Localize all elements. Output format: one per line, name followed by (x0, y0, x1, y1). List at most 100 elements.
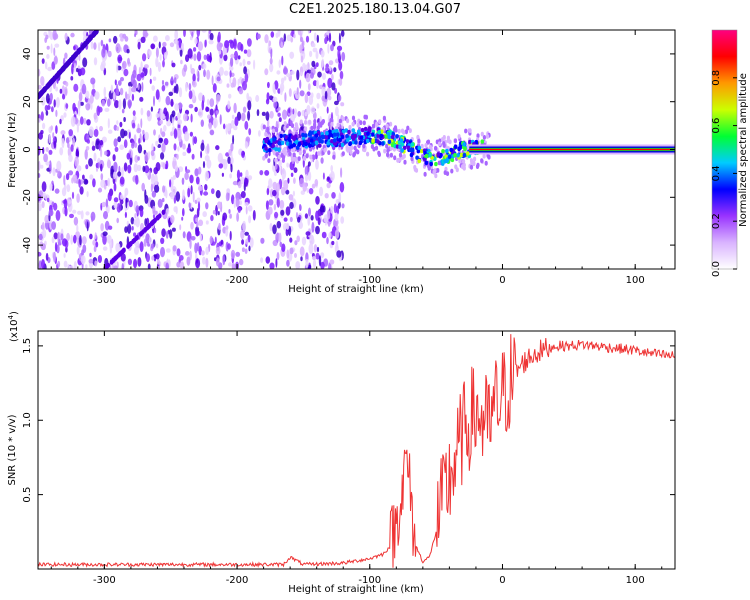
spectrogram-noise-blob (247, 234, 251, 243)
spectrogram-noise-blob (181, 216, 184, 221)
spectrogram-noise-blob (42, 122, 46, 130)
spectrogram-streak (104, 264, 108, 269)
spectrogram-noise-blob (289, 201, 294, 210)
spectrogram-noise-blob (184, 131, 190, 142)
spectrogram-noise-blob (326, 237, 329, 245)
spectrogram-ridge-halo (450, 168, 454, 174)
spectrogram-noise-blob (196, 30, 201, 37)
spectrogram-noise-blob (169, 229, 173, 239)
spectrogram-noise-blob (136, 73, 142, 82)
spectrogram-noise-blob (307, 171, 312, 182)
spectrogram-ridge-core (424, 153, 429, 159)
spectrogram-noise-blob (51, 61, 56, 70)
spectrogram-ridge-halo (283, 125, 287, 131)
spectrogram-noise-blob (68, 170, 74, 176)
spectrogram-noise-blob (212, 83, 217, 93)
spectrogram-noise-blob (290, 172, 294, 177)
spectrogram-noise-blob (308, 243, 314, 255)
spectrogram-ridge-core (340, 134, 345, 140)
spectrogram-noise-blob (155, 113, 160, 118)
spectrogram-noise-blob (306, 188, 309, 193)
spectrogram-noise-blob (76, 224, 79, 233)
spectrogram-noise-blob (148, 50, 152, 56)
snr-x-tick-label: 100 (626, 575, 645, 586)
spectrogram-ridge-halo (389, 121, 393, 127)
spectrogram-noise-blob (312, 255, 317, 261)
spectrogram-noise-blob (135, 205, 140, 214)
spectrogram-noise-blob (116, 126, 119, 131)
spectrogram-noise-blob (200, 150, 203, 159)
spectrogram-noise-blob (144, 131, 149, 141)
spectrogram-noise-blob (328, 232, 332, 239)
spectrogram-noise-blob (308, 188, 314, 195)
spectrogram-noise-blob (189, 238, 192, 250)
spectrogram-noise-blob (171, 62, 176, 68)
spectrogram-noise-blob (205, 257, 209, 268)
spectrogram-noise-blob (127, 164, 132, 174)
spectrogram-noise-blob (192, 73, 196, 83)
spectrogram-noise-blob (264, 68, 269, 76)
spectrogram-ridge-halo (295, 125, 299, 131)
spectrogram-noise-blob (340, 167, 343, 178)
spectrogram-noise-blob (242, 80, 247, 91)
spectrogram-noise-blob (215, 246, 221, 256)
spectrogram-noise-blob (176, 153, 179, 160)
spectrogram-noise-blob (282, 109, 288, 120)
spectrogram-noise-blob (173, 85, 177, 94)
spectrogram-noise-blob (145, 233, 150, 244)
spectrogram-noise-blob (106, 159, 112, 169)
spectrogram-noise-blob (324, 67, 329, 72)
spectrogram-noise-blob (171, 227, 176, 232)
spectrogram-noise-blob (132, 110, 136, 116)
spectrogram-noise-blob (293, 33, 296, 39)
spectrogram-noise-blob (143, 64, 149, 69)
spectrogram-noise-blob (51, 236, 55, 244)
spectrogram-ridge-core (370, 132, 375, 137)
spectrogram-ridge-core (354, 140, 358, 145)
spectrogram-noise-blob (237, 78, 240, 87)
spectrogram-noise-blob (188, 104, 194, 109)
spectrogram-ridge-halo (480, 158, 484, 164)
spectrogram-noise-blob (49, 160, 52, 171)
spectrogram-noise-blob (143, 238, 147, 247)
spectrogram-x-tick-label: -100 (358, 275, 381, 286)
spectrogram-noise-blob (150, 183, 153, 192)
spectrogram-ridge-halo (267, 158, 271, 164)
spectrogram-noise-blob (151, 143, 154, 153)
spectrogram-x-axis: -300 -200 -100 0 100 (50, 30, 663, 286)
spectrogram-ridge-halo (317, 151, 321, 156)
spectrogram-noise-blob (171, 110, 176, 117)
spectrogram-noise-blob (280, 77, 285, 85)
spectrogram-ridge-core (399, 138, 404, 143)
spectrogram-noise-blob (268, 199, 274, 206)
spectrogram-noise-blob (140, 36, 146, 43)
spectrogram-noise-blob (222, 254, 226, 266)
spectrogram-ridge-core (358, 140, 363, 146)
spectrogram-noise-blob (222, 212, 228, 221)
spectrogram-noise-blob (319, 205, 325, 213)
spectrogram-noise-blob (211, 75, 214, 86)
spectrogram-ridge-core (447, 154, 452, 159)
spectrogram-noise-blob (279, 199, 285, 210)
spectrogram-streak (115, 254, 119, 260)
spectrogram-ridge-halo (323, 147, 327, 153)
spectrogram-noise-blob (99, 139, 104, 146)
spectrogram-noise-blob (41, 259, 45, 269)
spectrogram-noise-blob (241, 239, 245, 245)
spectrogram-noise-blob (239, 200, 243, 206)
spectrogram-noise-blob (183, 30, 186, 37)
spectrogram-ridge-core (348, 141, 352, 147)
snr-y-label: SNR (10 * v/v) (7, 414, 18, 485)
spectrogram-noise-blob (151, 255, 155, 261)
spectrogram-noise-blob (185, 251, 190, 256)
spectrogram-y-label: Frequency (Hz) (7, 112, 18, 188)
spectrogram-ridge-halo (341, 116, 345, 122)
spectrogram-noise-blob (116, 217, 119, 224)
spectrogram-ridge-core (267, 148, 272, 153)
spectrogram-noise-blob (330, 44, 334, 52)
spectrogram-ridge-core (279, 133, 284, 139)
spectrogram-noise-blob (133, 219, 137, 226)
spectrogram-noise-blob (73, 83, 79, 92)
spectrogram-noise-blob (67, 146, 72, 157)
spectrogram-noise-blob (195, 217, 199, 223)
